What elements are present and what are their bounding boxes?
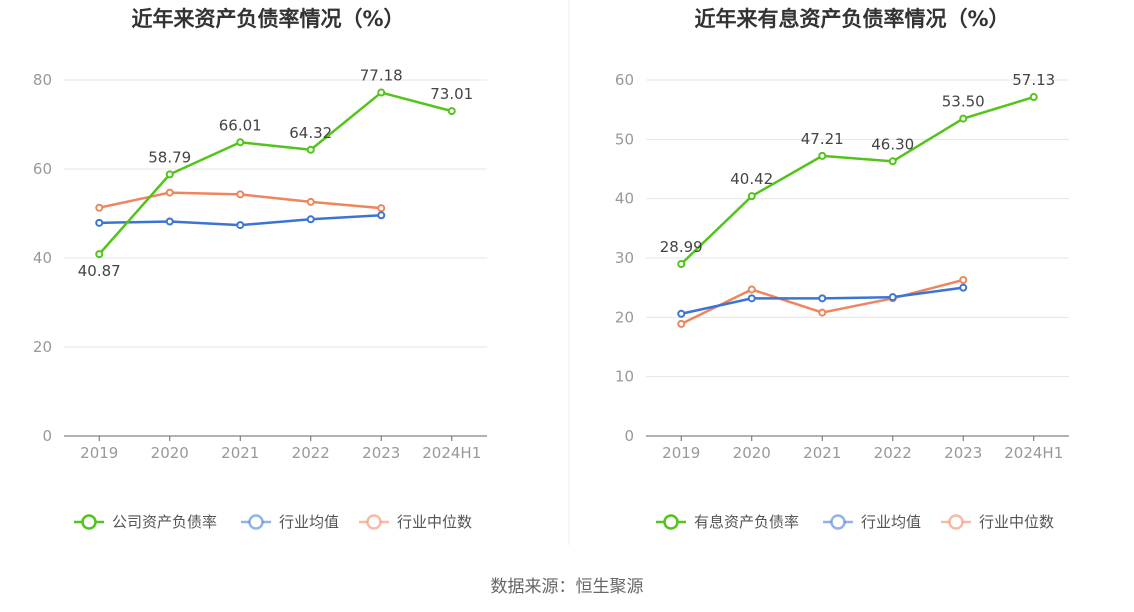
x-tick-label: 2020 (733, 444, 771, 462)
y-tick-label: 0 (42, 427, 52, 445)
data-point (747, 192, 756, 201)
x-tick-label: 2022 (292, 444, 330, 462)
y-tick-label: 0 (624, 427, 634, 445)
legend-item[interactable]: 行业均值 (823, 513, 921, 531)
x-tick-label: 2020 (151, 444, 189, 462)
legend-marker-icon (663, 514, 679, 530)
y-tick-label: 40 (615, 190, 634, 208)
data-point (447, 107, 456, 116)
x-tick-label: 2023 (362, 444, 400, 462)
x-tick-label: 2024H1 (422, 444, 481, 462)
data-label: 47.21 (801, 130, 844, 148)
data-point (95, 203, 104, 212)
legend-marker-icon (830, 514, 846, 530)
data-label: 64.32 (289, 124, 332, 142)
data-point (306, 215, 315, 224)
y-tick-label: 50 (615, 130, 634, 148)
data-point (888, 293, 897, 302)
data-point (747, 285, 756, 294)
legend-label: 行业均值 (279, 513, 339, 531)
legend-marker-icon (948, 514, 964, 530)
chart-title: 近年来资产负债率情况（%） (131, 7, 404, 31)
data-point (165, 188, 174, 197)
x-tick-label: 2023 (944, 444, 982, 462)
data-label: 73.01 (430, 85, 473, 103)
legend-label: 行业中位数 (979, 513, 1054, 531)
data-point (377, 204, 386, 213)
legend-marker-icon (366, 514, 382, 530)
data-point (747, 294, 756, 303)
y-tick-label: 30 (615, 249, 634, 267)
data-point (959, 114, 968, 123)
legend-item[interactable]: 行业均值 (241, 513, 339, 531)
data-point (95, 218, 104, 227)
legend-item[interactable]: 行业中位数 (941, 513, 1054, 531)
data-label: 28.99 (660, 238, 703, 256)
data-label: 57.13 (1012, 71, 1055, 89)
data-point (1029, 93, 1038, 102)
data-point (377, 88, 386, 97)
legend-item[interactable]: 行业中位数 (359, 513, 472, 531)
x-tick-label: 2022 (874, 444, 912, 462)
data-point (677, 319, 686, 328)
data-point (95, 250, 104, 259)
data-label: 58.79 (148, 148, 191, 166)
data-label: 77.18 (360, 67, 403, 85)
y-tick-label: 40 (33, 249, 52, 267)
legend-item[interactable]: 有息资产负债率 (656, 513, 799, 531)
data-label: 40.42 (730, 170, 773, 188)
y-tick-label: 10 (615, 368, 634, 386)
data-label: 46.30 (871, 135, 914, 153)
data-label: 66.01 (219, 116, 262, 134)
data-point (236, 221, 245, 230)
x-tick-label: 2024H1 (1004, 444, 1063, 462)
x-tick-label: 2021 (221, 444, 259, 462)
data-point (888, 157, 897, 166)
y-tick-label: 20 (615, 308, 634, 326)
legend-label: 行业中位数 (397, 513, 472, 531)
x-tick-label: 2019 (80, 444, 118, 462)
y-tick-label: 60 (615, 71, 634, 89)
data-source-note: 数据来源：恒生聚源 (491, 577, 644, 597)
data-point (377, 211, 386, 220)
series-line (680, 95, 1035, 265)
chart-title: 近年来有息资产负债率情况（%） (694, 7, 1009, 31)
legend-label: 公司资产负债率 (112, 513, 217, 531)
data-point (677, 259, 686, 268)
data-point (306, 197, 315, 206)
data-point (677, 309, 686, 318)
data-point (959, 275, 968, 284)
debt-ratio-chart: 近年来资产负债率情况（%） 0 20 40 60 80 2019 2020 2021 2022 20… (33, 7, 487, 531)
data-point (165, 217, 174, 226)
legend-item[interactable]: 公司资产负债率 (74, 513, 217, 531)
data-point (165, 170, 174, 179)
interest-bearing-debt-ratio-chart: 近年来有息资产负债率情况（%） 0 10 20 30 40 50 60 2019 2020 2021… (615, 7, 1069, 531)
data-point (236, 138, 245, 147)
x-tick-label: 2019 (662, 444, 700, 462)
y-tick-label: 20 (33, 338, 52, 356)
series-line (98, 91, 453, 255)
legend-marker-icon (81, 514, 97, 530)
data-point (818, 151, 827, 160)
legend-label: 有息资产负债率 (694, 513, 799, 531)
data-label: 40.87 (78, 262, 121, 280)
data-point (236, 190, 245, 199)
data-point (959, 283, 968, 292)
y-tick-label: 60 (33, 160, 52, 178)
y-tick-label: 80 (33, 71, 52, 89)
legend-label: 行业均值 (861, 513, 921, 531)
data-label: 53.50 (942, 93, 985, 111)
data-point (818, 308, 827, 317)
data-point (818, 294, 827, 303)
data-point (306, 145, 315, 154)
x-tick-label: 2021 (803, 444, 841, 462)
legend-marker-icon (248, 514, 264, 530)
